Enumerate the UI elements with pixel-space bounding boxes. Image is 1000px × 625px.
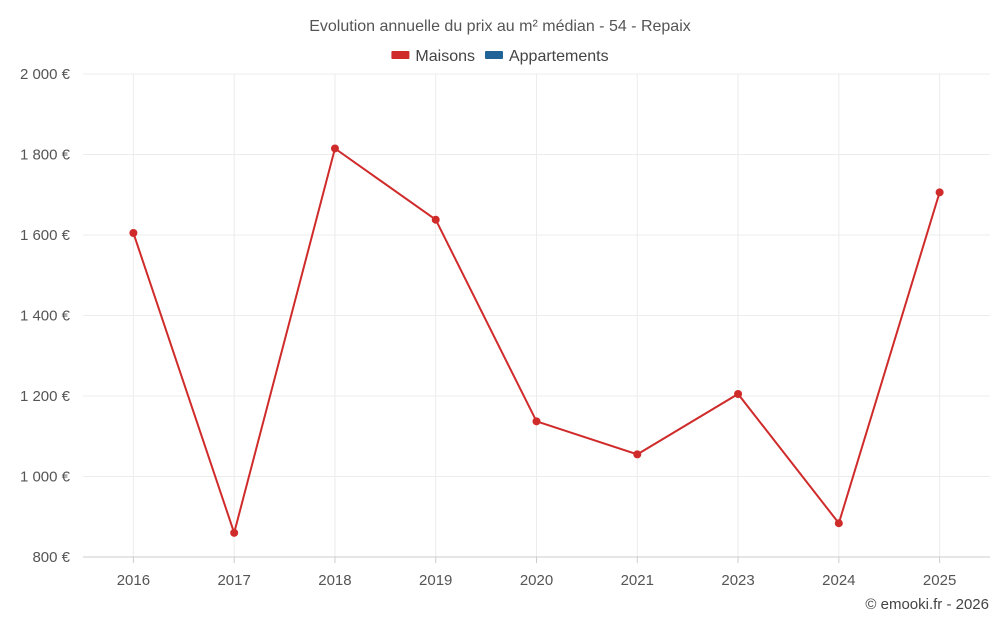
legend[interactable]: Maisons Appartements [391, 48, 609, 65]
y-tick-label: 1 800 € [20, 147, 71, 164]
data-point[interactable] [330, 144, 339, 153]
legend-item-maisons[interactable]: Maisons [391, 48, 475, 65]
data-point[interactable] [532, 417, 541, 426]
data-point[interactable] [431, 215, 440, 224]
x-tick-label: 2024 [822, 572, 855, 589]
x-axis-ticks: 2016 2017 2018 2019 2020 2021 2023 2024 2025 [117, 557, 956, 589]
x-tick-label: 2021 [621, 572, 654, 589]
y-tick-label: 1 200 € [20, 388, 71, 405]
chart-title: Evolution annuelle du prix au m² médian … [309, 18, 691, 35]
y-tick-label: 1 000 € [20, 469, 71, 486]
data-point[interactable] [834, 519, 843, 528]
x-tick-label: 2017 [217, 572, 250, 589]
data-point[interactable] [935, 188, 944, 197]
legend-swatch [391, 51, 410, 59]
x-tick-label: 2025 [923, 572, 956, 589]
y-tick-label: 1 600 € [20, 227, 71, 244]
y-tick-label: 2 000 € [20, 66, 71, 83]
series-group [129, 144, 944, 537]
y-tick-label: 1 400 € [20, 308, 71, 325]
x-tick-label: 2019 [419, 572, 452, 589]
legend-label: Maisons [415, 48, 475, 65]
grid [83, 73, 990, 557]
x-tick-label: 2020 [520, 572, 553, 589]
data-point[interactable] [633, 450, 642, 459]
data-point[interactable] [734, 389, 743, 398]
credit-text: © emooki.fr - 2026 [865, 596, 989, 613]
data-point[interactable] [129, 228, 138, 237]
x-tick-label: 2018 [318, 572, 351, 589]
legend-item-appartements[interactable]: Appartements [484, 48, 609, 65]
legend-swatch [484, 51, 503, 59]
legend-label: Appartements [509, 48, 609, 65]
data-point[interactable] [230, 528, 239, 537]
y-tick-label: 800 € [32, 549, 70, 566]
x-tick-label: 2023 [721, 572, 754, 589]
y-axis-ticks: 800 € 1 000 € 1 200 € 1 400 € 1 600 € 1 800 €… [20, 66, 71, 566]
x-tick-label: 2016 [117, 572, 150, 589]
